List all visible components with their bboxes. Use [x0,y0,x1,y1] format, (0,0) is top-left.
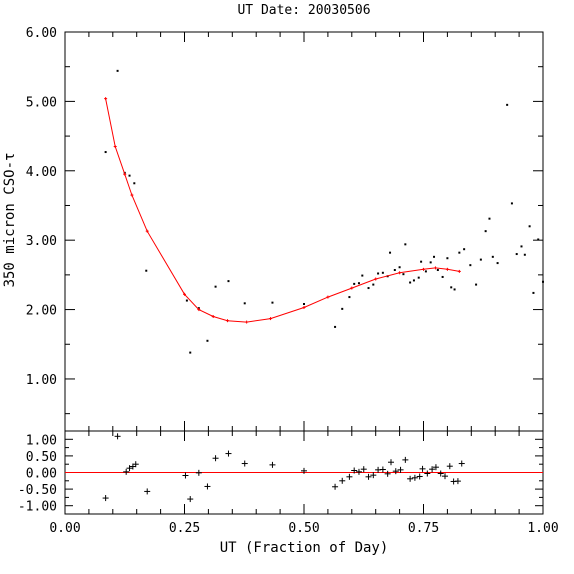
data-point [479,258,482,261]
data-point [402,273,405,276]
data-point [520,245,523,248]
data-point [409,281,412,284]
data-point [372,283,375,286]
fit-curve [105,98,460,323]
data-point [436,269,439,272]
data-point [353,282,356,285]
data-point [433,255,436,258]
top-panel-ticks [64,31,544,431]
top-data-points [104,69,544,354]
bottom-y-tick-labels: 1.00 0.50 0.00-0.50 -1.00 [18,433,57,514]
x-tick-label: 0.25 [169,521,200,536]
data-point [420,260,423,263]
bottom-y-tick-label: -0.50 [18,483,57,498]
data-point [243,302,246,305]
data-point [453,288,456,291]
data-point [463,248,466,251]
residual-points [102,433,465,503]
bottom-y-tick-label: 0.00 [26,467,57,482]
top-y-tick-label: 4.00 [26,165,57,180]
data-point [515,253,518,256]
top-y-tick-label: 1.00 [26,373,57,388]
bottom-y-tick-label: 0.50 [26,450,57,465]
data-point [133,182,136,185]
data-point [475,283,478,286]
data-point [491,255,494,258]
top-panel: 1.00 2.00 3.00 4.00 5.00 6.00 [26,26,544,432]
y-axis-label: 350 micron CSO-τ [2,153,18,288]
data-point [506,103,509,106]
data-point [429,261,432,264]
data-point [458,251,461,254]
bottom-y-tick-label: -1.00 [18,500,57,515]
data-point [488,217,491,220]
data-point [398,266,401,269]
x-tick-label: 0.50 [288,521,319,536]
data-point [206,339,209,342]
fit-markers [104,97,461,324]
data-point [303,303,305,306]
data-point [537,238,540,241]
x-tick-label: 0.00 [49,521,80,536]
data-point [469,264,472,267]
data-point [128,174,131,177]
x-axis-label: UT (Fraction of Day) [220,540,389,556]
data-point [424,270,427,273]
x-tick-label: 0.75 [408,521,439,536]
data-point [189,351,192,354]
bottom-panel-ticks [64,431,544,514]
data-point [271,301,274,304]
data-point [404,243,407,246]
data-point [484,230,487,233]
x-tick-label: 1.00 [527,521,558,536]
data-point [145,269,148,272]
data-point [523,253,526,256]
data-point [542,280,544,283]
data-point [348,296,351,299]
data-point [412,279,415,282]
bottom-y-tick-label: 1.00 [26,433,57,448]
data-point [393,269,396,272]
data-point [367,287,370,290]
top-y-tick-label: 5.00 [26,95,57,110]
data-point [341,307,344,310]
data-point [450,286,453,289]
data-point [334,325,337,328]
top-y-tick-label: 3.00 [26,234,57,249]
bottom-panel: 1.00 0.50 0.00-0.50 -1.00 [18,430,544,515]
data-point [532,291,535,294]
x-tick-labels: 0.00 0.25 0.50 0.75 1.00 [49,521,558,536]
top-panel-frame [64,31,544,432]
data-point [214,285,217,288]
top-y-tick-label: 2.00 [26,304,57,319]
top-y-tick-labels: 1.00 2.00 3.00 4.00 5.00 6.00 [26,26,57,388]
data-point [510,202,513,205]
data-point [389,251,392,254]
data-point [446,257,449,260]
data-point [528,225,531,228]
chart-title: UT Date: 20030506 [237,3,370,18]
data-point [381,271,384,274]
data-point [357,282,360,285]
data-point [227,280,230,283]
data-point [104,151,107,154]
data-point [441,275,444,278]
data-point [377,272,380,275]
top-y-tick-label: 6.00 [26,26,57,41]
data-point [185,299,188,302]
data-point [116,69,119,72]
data-point [417,276,420,279]
data-point [361,274,364,277]
data-point [496,262,499,265]
